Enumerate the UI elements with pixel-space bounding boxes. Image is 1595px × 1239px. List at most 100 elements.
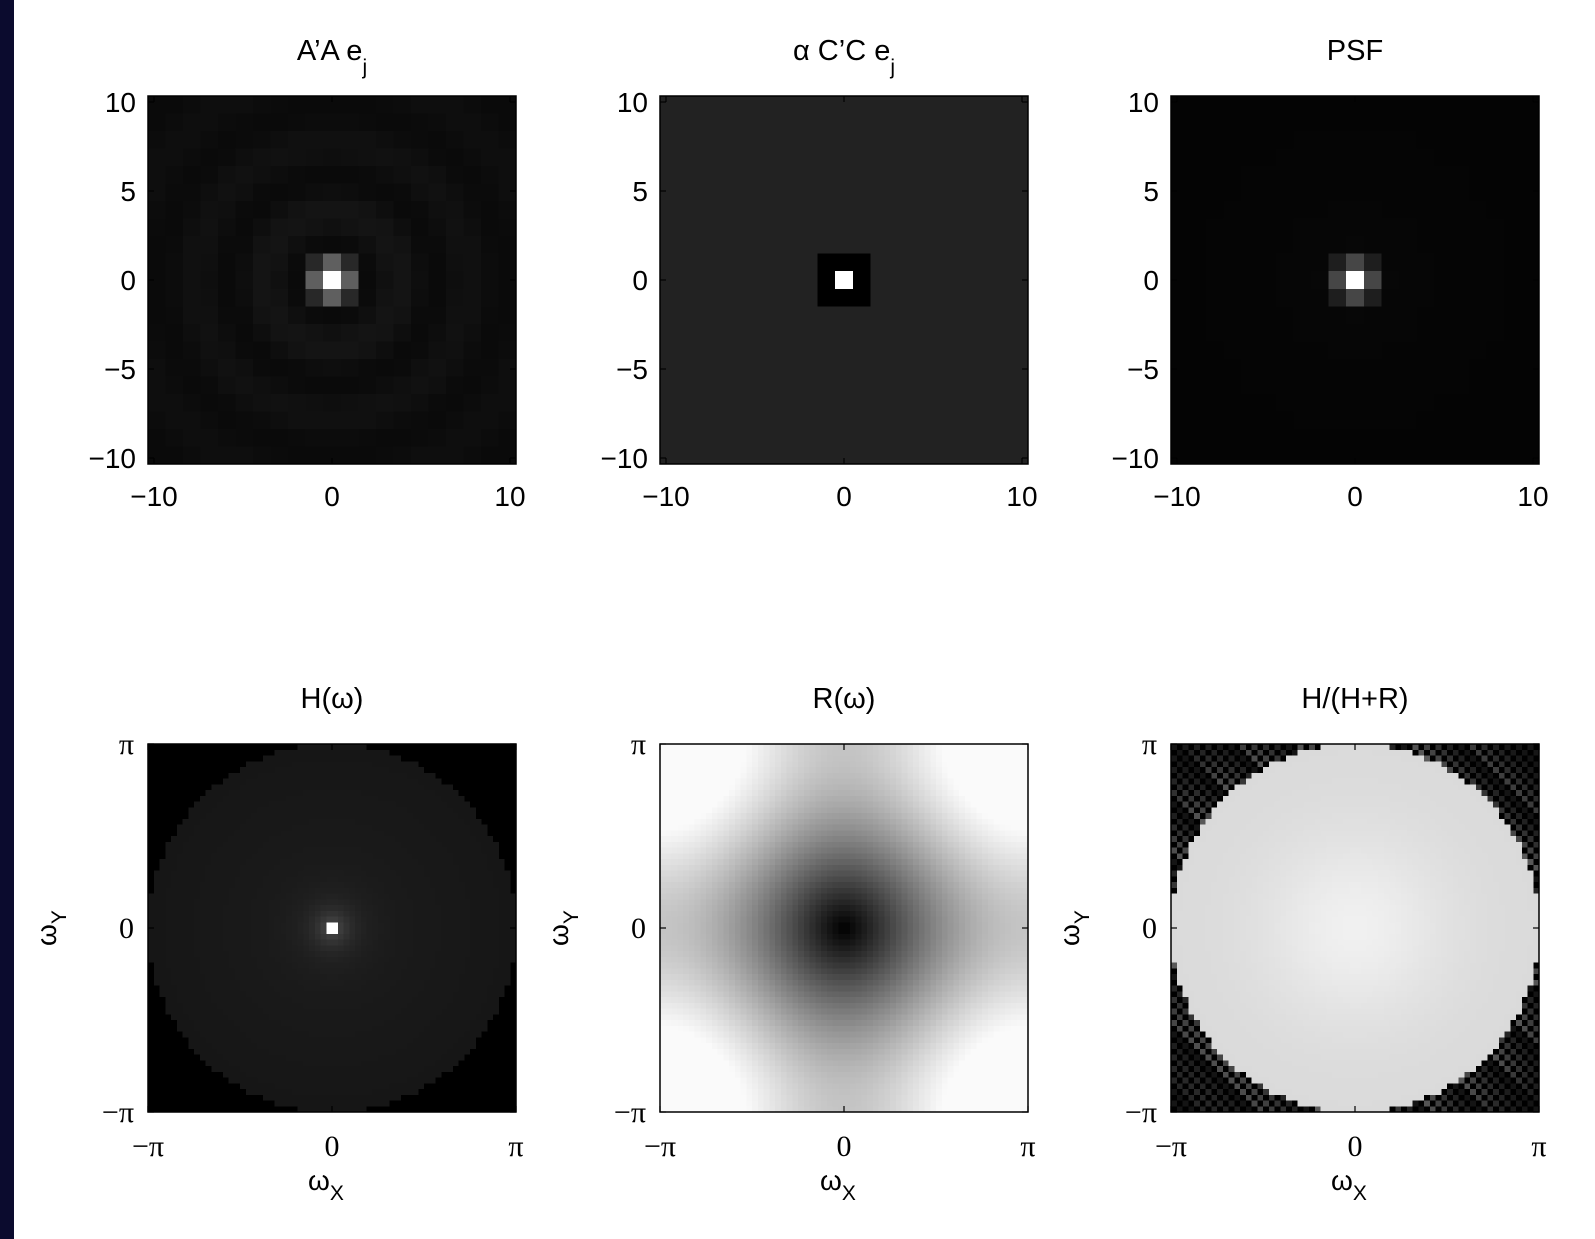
heatmap-cell xyxy=(218,253,237,272)
heatmap-cell xyxy=(366,1054,373,1061)
heatmap-cell xyxy=(274,749,281,757)
heatmap-cell xyxy=(280,859,287,866)
heatmap-cell xyxy=(458,870,465,877)
heatmap-cell xyxy=(291,836,299,843)
heatmap-cell xyxy=(337,1060,345,1067)
heatmap-cell xyxy=(504,887,511,895)
heatmap-cell xyxy=(1010,218,1029,237)
heatmap-cell xyxy=(366,761,373,768)
heatmap-cell xyxy=(286,933,293,941)
heatmap-cell xyxy=(188,790,195,797)
heatmap-cell xyxy=(251,749,258,757)
heatmap-cell xyxy=(199,899,207,906)
heatmap-cell xyxy=(1503,446,1523,465)
heatmap-cell xyxy=(712,376,731,395)
heatmap-cell xyxy=(504,876,511,883)
heatmap-cell xyxy=(291,864,299,872)
heatmap-cell xyxy=(211,968,218,975)
heatmap-cell xyxy=(340,428,359,448)
heatmap-cell xyxy=(360,801,368,808)
heatmap-cell xyxy=(412,1025,419,1033)
heatmap-cell xyxy=(263,1043,270,1050)
heatmap-cell xyxy=(326,749,333,757)
heatmap-cell xyxy=(305,393,324,413)
heatmap-cell xyxy=(1206,113,1225,132)
heatmap-cell xyxy=(1416,96,1435,115)
heatmap-cell xyxy=(730,183,749,202)
heatmap-cell xyxy=(817,358,836,377)
heatmap-image xyxy=(1171,96,1540,465)
heatmap-cell xyxy=(343,928,350,935)
heatmap-cell xyxy=(1206,376,1225,395)
heatmap-cell xyxy=(852,253,871,272)
heatmap-cell xyxy=(1398,341,1417,360)
heatmap-cell xyxy=(153,1054,161,1061)
heatmap-cell xyxy=(355,761,362,768)
heatmap-cell xyxy=(1171,393,1190,413)
heatmap-cell xyxy=(441,859,448,866)
heatmap-cell xyxy=(401,864,408,872)
heatmap-cell xyxy=(366,853,373,860)
heatmap-cell xyxy=(171,1048,178,1056)
heatmap-cell xyxy=(358,341,377,360)
heatmap-cell xyxy=(452,910,460,918)
heatmap-cell xyxy=(360,1054,368,1061)
heatmap-cell xyxy=(695,446,714,465)
heatmap-cell xyxy=(1451,113,1470,132)
heatmap-cell xyxy=(458,801,465,808)
heatmap-cell xyxy=(358,148,377,167)
heatmap-cell xyxy=(217,985,224,992)
heatmap-cell xyxy=(452,979,460,987)
heatmap-cell xyxy=(257,1014,264,1021)
heatmap-cell xyxy=(464,1031,471,1038)
heatmap-cell xyxy=(251,807,258,814)
heatmap-cell xyxy=(1398,428,1417,448)
heatmap-cell xyxy=(852,218,871,237)
heatmap-cell xyxy=(176,899,184,906)
heatmap-cell xyxy=(1486,411,1505,430)
heatmap-cell xyxy=(418,784,425,791)
heatmap-cell xyxy=(349,824,356,831)
heatmap-cell xyxy=(498,113,517,132)
heatmap-cell xyxy=(320,824,327,831)
heatmap-cell xyxy=(1503,236,1523,255)
heatmap-cell xyxy=(217,853,224,860)
heatmap-cell xyxy=(441,761,448,768)
heatmap-cell xyxy=(1223,236,1242,255)
heatmap-cell xyxy=(458,893,465,900)
heatmap-cell xyxy=(435,772,442,780)
heatmap-cell xyxy=(240,784,247,791)
heatmap-cell xyxy=(463,113,482,132)
heatmap-cell xyxy=(217,910,224,918)
heatmap-cell xyxy=(464,922,471,929)
heatmap-cell xyxy=(148,887,155,895)
heatmap-cell xyxy=(1010,148,1029,167)
heatmap-cell xyxy=(487,859,494,866)
heatmap-cell xyxy=(458,939,465,946)
heatmap-cell xyxy=(418,1008,425,1015)
heatmap-cell xyxy=(176,922,184,929)
heatmap-cell xyxy=(372,939,379,946)
heatmap-cell xyxy=(222,813,230,820)
heatmap-cell xyxy=(251,870,258,877)
heatmap-cell xyxy=(320,801,327,808)
heatmap-cell xyxy=(412,922,419,929)
heatmap-cell xyxy=(1328,236,1347,255)
heatmap-cell xyxy=(378,887,385,895)
heatmap-cell xyxy=(320,887,327,895)
heatmap-cell xyxy=(441,979,448,987)
heatmap-cell xyxy=(481,807,488,814)
heatmap-cell xyxy=(280,790,287,797)
heatmap-cell xyxy=(940,113,959,132)
heatmap-cell xyxy=(372,910,379,918)
heatmap-cell xyxy=(358,393,377,413)
heatmap-cell xyxy=(1363,148,1382,167)
heatmap-cell xyxy=(309,951,316,958)
heatmap-cell xyxy=(148,968,155,975)
heatmap-cell xyxy=(188,744,195,751)
heatmap-cell xyxy=(730,446,749,465)
heatmap-cell xyxy=(481,922,488,929)
heatmap-cell xyxy=(188,847,195,854)
heatmap-cell xyxy=(263,1048,270,1056)
heatmap-cell xyxy=(481,1060,488,1067)
